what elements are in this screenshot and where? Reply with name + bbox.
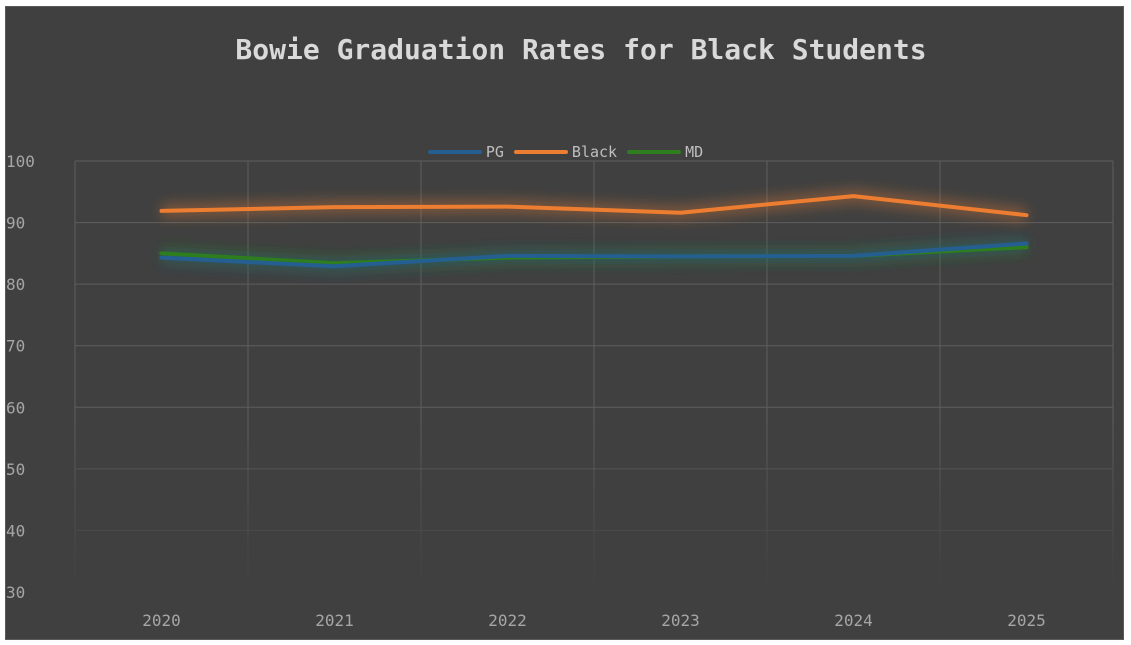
- y-tick-label: 50: [6, 460, 25, 479]
- legend-label-black: Black: [571, 143, 618, 161]
- legend: PG Black MD: [6, 143, 1123, 161]
- x-tick-label: 2021: [315, 611, 354, 630]
- chart-title: Bowie Graduation Rates for Black Student…: [235, 33, 927, 66]
- x-tick-label: 2024: [834, 611, 873, 630]
- plot-shade: [74, 161, 1114, 592]
- y-tick-label: 60: [6, 398, 25, 417]
- y-tick-label: 40: [6, 521, 25, 540]
- x-tick-label: 2025: [1007, 611, 1046, 630]
- series-line-pg: [159, 241, 1029, 269]
- legend-entry-pg: PG: [427, 143, 504, 161]
- x-tick-label: 2022: [488, 611, 527, 630]
- y-tick-label: 30: [6, 583, 25, 602]
- y-tick-label: 100: [6, 152, 35, 171]
- y-tick-label: 70: [6, 337, 25, 356]
- x-tick-label: 2023: [661, 611, 700, 630]
- x-tick-label: 2020: [142, 611, 181, 630]
- y-tick-label: 80: [6, 275, 25, 294]
- legend-swatch-black: [513, 150, 568, 154]
- plot-area: 30 40 50 60 70 80 90 100 2020 2021 2022 2023 2024 202…: [6, 152, 1114, 630]
- legend-entry-black: Black: [513, 143, 618, 161]
- legend-entry-md: MD: [627, 143, 703, 161]
- legend-label-md: MD: [685, 143, 704, 161]
- y-tick-label: 90: [6, 214, 25, 233]
- legend-swatch-pg: [427, 150, 482, 154]
- chart-area: Bowie Graduation Rates for Black Student…: [5, 6, 1124, 640]
- legend-label-pg: PG: [485, 143, 504, 161]
- legend-swatch-md: [627, 150, 682, 154]
- series-line-black: [159, 194, 1029, 218]
